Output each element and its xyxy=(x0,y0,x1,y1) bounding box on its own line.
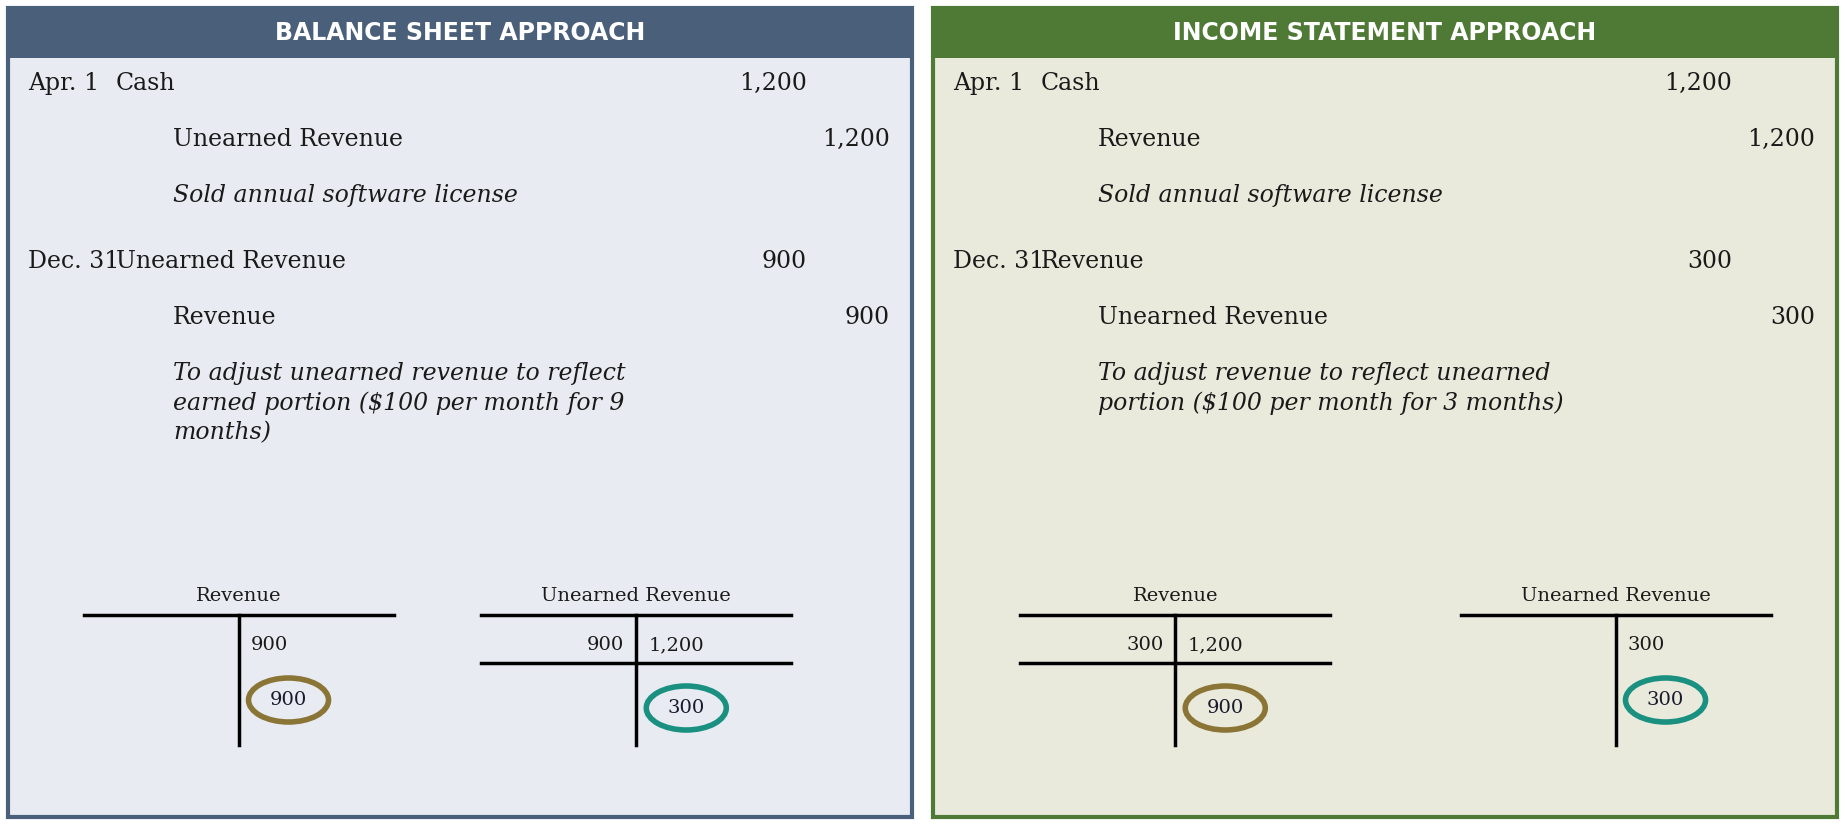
Text: Unearned Revenue: Unearned Revenue xyxy=(116,250,347,273)
Text: 900: 900 xyxy=(269,691,306,709)
Text: 900: 900 xyxy=(251,636,288,654)
Text: Unearned Revenue: Unearned Revenue xyxy=(1098,306,1328,329)
Text: Cash: Cash xyxy=(1041,72,1101,95)
Text: 1,200: 1,200 xyxy=(823,128,889,151)
Text: Revenue: Revenue xyxy=(173,306,277,329)
Text: To adjust unearned revenue to reflect
earned portion ($100 per month for 9
month: To adjust unearned revenue to reflect ea… xyxy=(173,362,625,445)
Text: Revenue: Revenue xyxy=(1133,587,1218,605)
Text: 900: 900 xyxy=(1207,699,1244,717)
Text: Dec. 31: Dec. 31 xyxy=(28,250,120,273)
Text: BALANCE SHEET APPROACH: BALANCE SHEET APPROACH xyxy=(275,21,646,45)
Text: 1,200: 1,200 xyxy=(1664,72,1732,95)
Text: Revenue: Revenue xyxy=(1098,128,1201,151)
Text: 300: 300 xyxy=(1686,250,1732,273)
Text: 1,200: 1,200 xyxy=(740,72,806,95)
Text: Sold annual software license: Sold annual software license xyxy=(173,184,518,207)
Text: Apr. 1: Apr. 1 xyxy=(954,72,1024,95)
Text: Unearned Revenue: Unearned Revenue xyxy=(1520,587,1710,605)
Text: Cash: Cash xyxy=(116,72,175,95)
Text: 300: 300 xyxy=(1648,691,1684,709)
Text: Sold annual software license: Sold annual software license xyxy=(1098,184,1443,207)
Text: 300: 300 xyxy=(1627,636,1664,654)
Text: Unearned Revenue: Unearned Revenue xyxy=(173,128,402,151)
Text: 300: 300 xyxy=(668,699,705,717)
Text: Revenue: Revenue xyxy=(196,587,280,605)
Text: 1,200: 1,200 xyxy=(1188,636,1244,654)
Text: Dec. 31: Dec. 31 xyxy=(954,250,1044,273)
Text: Revenue: Revenue xyxy=(1041,250,1144,273)
Text: INCOME STATEMENT APPROACH: INCOME STATEMENT APPROACH xyxy=(1173,21,1596,45)
Text: 300: 300 xyxy=(1769,306,1815,329)
Text: 900: 900 xyxy=(587,636,624,654)
Text: Unearned Revenue: Unearned Revenue xyxy=(541,587,731,605)
Text: Apr. 1: Apr. 1 xyxy=(28,72,100,95)
Text: To adjust revenue to reflect unearned
portion ($100 per month for 3 months): To adjust revenue to reflect unearned po… xyxy=(1098,362,1563,415)
FancyBboxPatch shape xyxy=(7,8,911,817)
Text: 1,200: 1,200 xyxy=(648,636,705,654)
Text: 300: 300 xyxy=(1125,636,1162,654)
FancyBboxPatch shape xyxy=(934,8,1838,817)
Text: 900: 900 xyxy=(762,250,806,273)
FancyBboxPatch shape xyxy=(934,8,1838,58)
Text: 1,200: 1,200 xyxy=(1747,128,1815,151)
Text: 900: 900 xyxy=(845,306,889,329)
FancyBboxPatch shape xyxy=(7,8,911,58)
